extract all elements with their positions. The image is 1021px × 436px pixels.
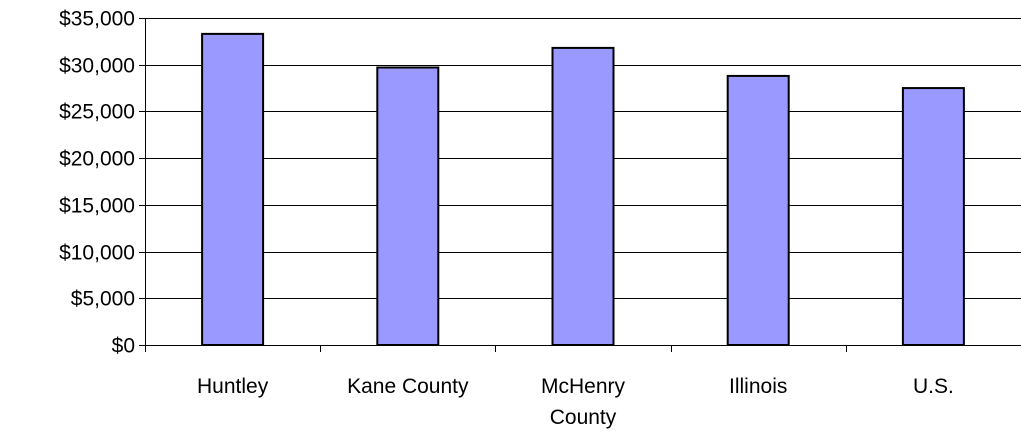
y-tick-label: $15,000: [59, 195, 135, 218]
x-category-labels: Huntley Kane County McHenry County Illinois U…: [197, 375, 954, 429]
y-tick-label: $0: [112, 335, 135, 358]
y-tick-label: $5,000: [71, 288, 135, 311]
y-tick-label: $35,000: [59, 8, 135, 31]
x-category-label: McHenry County: [541, 375, 626, 429]
x-category-label: Huntley: [197, 375, 269, 398]
bar-illinois: [726, 74, 790, 346]
y-tick-label: $20,000: [59, 148, 135, 171]
x-category-label: U.S.: [913, 375, 954, 398]
bar-u-s: [901, 87, 965, 346]
y-tick-label: $25,000: [59, 101, 135, 124]
y-tick-label: $30,000: [59, 55, 135, 78]
bar-huntley: [201, 32, 265, 347]
bar-kane-county: [376, 66, 440, 346]
bars: [201, 32, 965, 347]
y-tick-labels: $0 $5,000 $10,000 $15,000 $20,000 $25,000 $30,…: [59, 8, 135, 358]
x-category-label: Kane County: [347, 375, 469, 398]
y-tick-label: $10,000: [59, 242, 135, 265]
x-category-label: Illinois: [729, 375, 787, 398]
bar-mchenry-county: [551, 46, 615, 346]
